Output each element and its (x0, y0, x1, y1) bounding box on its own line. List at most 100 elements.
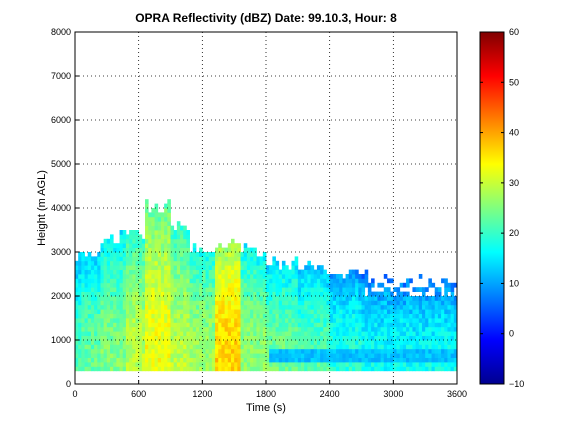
heatmap-cell (262, 309, 267, 314)
heatmap-cell (170, 335, 175, 341)
heatmap-cell (383, 274, 388, 279)
heatmap-cell (103, 335, 108, 341)
heatmap-cell (157, 282, 162, 288)
heatmap-cell (113, 304, 117, 310)
heatmap-cell (447, 348, 452, 354)
heatmap-cell (110, 247, 114, 253)
heatmap-cell (119, 265, 124, 270)
heatmap-cell (351, 357, 356, 363)
heatmap-cell (291, 335, 296, 341)
heatmap-cell (339, 326, 343, 332)
heatmap-cell (151, 230, 155, 235)
heatmap-cell (94, 287, 98, 292)
heatmap-cell (450, 366, 455, 372)
heatmap-cell (320, 322, 324, 328)
heatmap-cell (256, 348, 261, 354)
heatmap-cell (167, 287, 171, 292)
heatmap-cell (151, 353, 155, 358)
heatmap-cell (266, 344, 270, 350)
heatmap-cell (259, 278, 264, 284)
heatmap-cell (129, 230, 133, 235)
heatmap-cell (176, 340, 181, 345)
heatmap-cell (125, 362, 130, 367)
heatmap-cell (345, 357, 350, 363)
heatmap-cell (259, 304, 264, 310)
heatmap-cell (154, 326, 159, 332)
heatmap-cell (339, 287, 343, 292)
heatmap-cell (307, 353, 311, 358)
heatmap-cell (329, 309, 334, 314)
heatmap-cell (364, 326, 369, 332)
heatmap-cell (157, 212, 162, 218)
heatmap-cell (81, 335, 85, 341)
heatmap-cell (307, 260, 311, 266)
heatmap-cell (431, 282, 436, 288)
heatmap-cell (383, 309, 388, 314)
heatmap-cell (215, 344, 219, 350)
heatmap-cell (211, 335, 216, 341)
heatmap-cell (380, 296, 385, 301)
heatmap-cell (224, 353, 229, 358)
heatmap-cell (386, 278, 391, 284)
heatmap-cell (237, 252, 241, 257)
heatmap-cell (195, 296, 200, 301)
heatmap-cell (250, 309, 254, 314)
heatmap-cell (256, 362, 261, 367)
heatmap-cell (157, 331, 162, 336)
heatmap-cell (453, 322, 457, 328)
heatmap-cell (230, 247, 235, 253)
heatmap-cell (195, 348, 200, 354)
heatmap-cell (351, 287, 356, 292)
heatmap-cell (409, 340, 413, 345)
heatmap-cell (294, 326, 299, 332)
heatmap-cell (313, 291, 318, 297)
heatmap-cell (291, 278, 296, 284)
heatmap-cell (266, 309, 270, 314)
heatmap-cell (199, 326, 203, 332)
heatmap-cell (367, 287, 372, 292)
heatmap-cell (243, 331, 248, 336)
heatmap-cell (348, 269, 353, 275)
heatmap-cell (110, 335, 114, 341)
heatmap-cell (106, 318, 111, 323)
heatmap-cell (164, 366, 168, 372)
heatmap-cell (339, 322, 343, 328)
heatmap-cell (297, 278, 302, 284)
heatmap-cell (434, 353, 439, 358)
heatmap-cell (224, 326, 229, 332)
heatmap-cell (336, 313, 340, 319)
heatmap-cell (224, 348, 229, 354)
heatmap-cell (160, 260, 165, 266)
heatmap-cell (313, 344, 318, 350)
heatmap-cell (266, 304, 270, 310)
heatmap-cell (269, 291, 273, 297)
heatmap-cell (211, 322, 216, 328)
heatmap-cell (431, 318, 436, 323)
heatmap-cell (129, 335, 133, 341)
heatmap-cell (78, 256, 82, 262)
heatmap-cell (310, 344, 315, 350)
heatmap-cell (243, 326, 248, 332)
heatmap-cell (310, 313, 315, 319)
heatmap-cell (444, 296, 448, 301)
heatmap-cell (320, 274, 324, 279)
heatmap-cell (246, 304, 251, 310)
heatmap-cell (237, 322, 241, 328)
heatmap-cell (122, 344, 127, 350)
heatmap-cell (285, 357, 289, 363)
heatmap-cell (278, 366, 283, 372)
heatmap-cell (288, 366, 292, 372)
heatmap-cell (383, 291, 388, 297)
heatmap-cell (358, 348, 362, 354)
heatmap-cell (304, 274, 308, 279)
heatmap-cell (180, 362, 184, 367)
heatmap-cell (183, 234, 187, 240)
heatmap-cell (87, 357, 92, 363)
heatmap-cell (320, 331, 324, 336)
heatmap-cell (138, 282, 143, 288)
heatmap-cell (253, 296, 257, 301)
heatmap-cell (94, 300, 98, 306)
heatmap-cell (106, 300, 111, 306)
heatmap-cell (358, 278, 362, 284)
heatmap-cell (431, 353, 436, 358)
